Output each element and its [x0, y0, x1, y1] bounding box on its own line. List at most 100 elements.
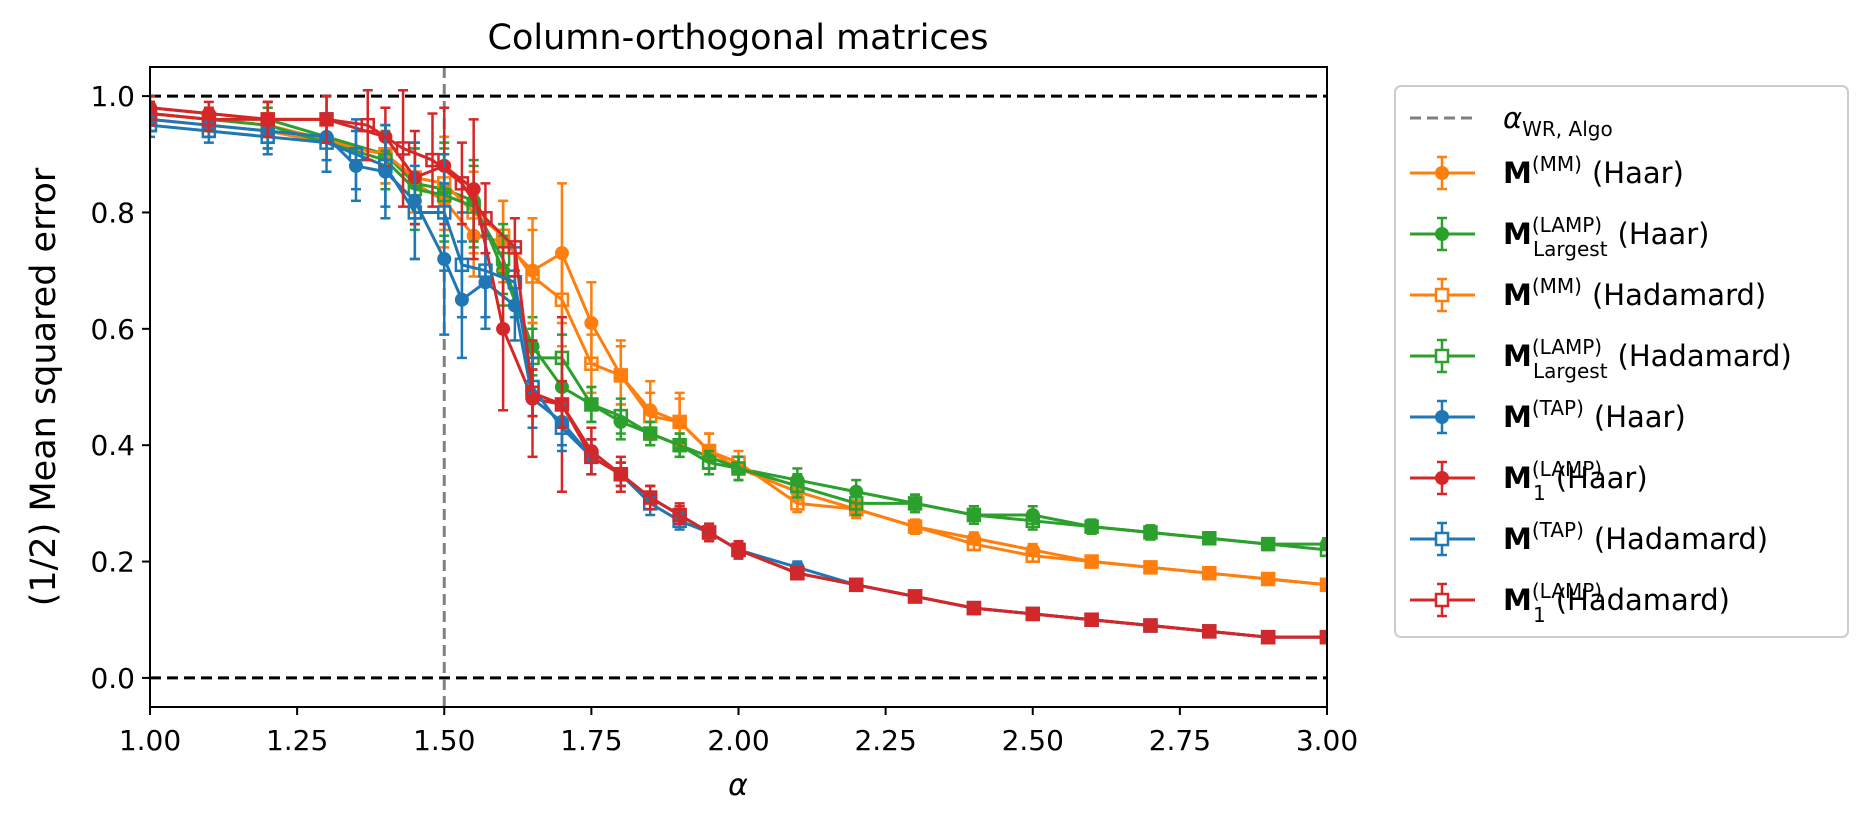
y-axis-label: (1/2) Mean squared error — [24, 167, 64, 606]
legend-label-subscript: 1 — [1533, 481, 1546, 505]
legend-label-main: M — [1503, 400, 1532, 434]
data-point — [907, 496, 923, 511]
legend-label-main: M — [1503, 583, 1532, 617]
x-tick-label: 1.00 — [119, 724, 181, 757]
data-point — [348, 147, 364, 162]
x-axis: 1.00 1.25 1.50 1.75 2.00 2.25 2.50 2.75 3.00 — [119, 707, 1358, 757]
data-point — [613, 368, 629, 383]
data-point — [1260, 629, 1276, 645]
data-point — [1260, 536, 1276, 552]
data-point — [966, 600, 982, 616]
legend-label-subscript: 1 — [1533, 603, 1546, 627]
data-point — [1260, 571, 1276, 587]
legend-swatch-marker — [1434, 531, 1450, 547]
data-point — [437, 205, 452, 220]
data-point — [478, 263, 493, 278]
legend-label-suffix: (Hadamard) — [1556, 583, 1730, 617]
legend-label-main: M — [1503, 339, 1532, 373]
data-point — [731, 461, 746, 476]
data-point — [672, 507, 687, 523]
legend-label-main: M — [1503, 522, 1532, 556]
data-point — [731, 542, 746, 558]
data-point — [613, 408, 629, 424]
y-tick-label: 0.8 — [90, 196, 135, 229]
legend-label-superscript: (MM) — [1532, 274, 1582, 298]
data-point — [150, 117, 158, 133]
legend-label: M(MM) (Hadamard) — [1503, 274, 1766, 312]
x-tick-label: 2.00 — [707, 724, 769, 757]
legend-label-main: α — [1503, 101, 1522, 135]
data-point — [454, 257, 470, 273]
y-tick-label: 1.0 — [90, 80, 135, 113]
data-point — [554, 397, 570, 412]
legend-box — [1394, 85, 1849, 638]
legend-label-suffix: (Hadamard) — [1618, 339, 1792, 373]
legend-label-main: M — [1503, 278, 1532, 312]
data-point — [507, 240, 523, 255]
data-point — [1202, 565, 1217, 581]
series-line — [150, 117, 1327, 587]
data-point — [584, 316, 599, 330]
data-point — [613, 467, 629, 482]
data-point — [425, 152, 440, 168]
data-point — [466, 182, 481, 197]
data-point — [454, 176, 470, 191]
data-point — [1143, 525, 1158, 540]
data-point — [848, 577, 864, 593]
legend-label-superscript: (LAMP) — [1532, 335, 1602, 359]
legend-swatch-marker — [1435, 471, 1449, 485]
data-point — [1084, 519, 1099, 534]
legend-label-superscript: (LAMP) — [1532, 579, 1602, 603]
legend-label-suffix: (Haar) — [1592, 156, 1684, 190]
data-point — [525, 269, 540, 284]
legend-label: M(MM) (Haar) — [1503, 152, 1684, 190]
data-point — [1025, 513, 1040, 529]
x-tick-label: 1.25 — [266, 724, 328, 757]
legend-label-main: M — [1503, 217, 1532, 251]
data-point — [907, 589, 923, 604]
legend-label-suffix: (Hadamard) — [1594, 522, 1768, 556]
legend-label: M(LAMP) Largest (Hadamard) — [1503, 335, 1792, 383]
legend-label-superscript: (LAMP) — [1532, 457, 1602, 481]
legend-swatch-marker — [1435, 166, 1449, 180]
series-line — [150, 112, 1327, 552]
legend-label-suffix: (Haar) — [1556, 461, 1648, 495]
x-tick-label: 1.50 — [413, 724, 475, 757]
data-point — [525, 385, 540, 401]
data-point — [642, 426, 658, 441]
data-point — [1319, 577, 1327, 593]
legend-label-superscript: (TAP) — [1532, 396, 1584, 420]
data-point — [848, 496, 864, 511]
data-point — [1202, 624, 1217, 639]
data-point — [966, 536, 982, 552]
data-point — [584, 397, 599, 412]
data-point — [584, 356, 599, 371]
data-point — [260, 112, 275, 127]
y-tick-label: 0.2 — [90, 546, 135, 579]
data-point — [378, 158, 393, 174]
legend-label-superscript: (LAMP) — [1532, 213, 1602, 237]
data-point — [1319, 629, 1327, 645]
series-2 — [150, 106, 1327, 593]
y-tick-label: 0.6 — [90, 313, 135, 346]
x-tick-label: 2.75 — [1149, 724, 1211, 757]
x-tick-label: 3.00 — [1296, 724, 1358, 757]
series-7 — [150, 89, 1327, 645]
legend-swatch-marker — [1434, 287, 1450, 303]
data-point — [319, 112, 334, 127]
legend-label: M(LAMP) Largest (Haar) — [1503, 213, 1709, 261]
data-point — [672, 437, 687, 453]
y-tick-label: 0.0 — [90, 662, 135, 695]
series-1 — [150, 94, 1327, 552]
legend-swatch-marker — [1434, 592, 1450, 608]
x-tick-label: 2.50 — [1002, 724, 1064, 757]
series-line — [150, 112, 1327, 639]
series-0 — [150, 100, 1327, 592]
data-point — [1319, 542, 1327, 558]
legend-label-suffix: (Haar) — [1594, 400, 1686, 434]
x-tick-label: 2.25 — [854, 724, 916, 757]
data-point — [672, 414, 687, 430]
data-point — [701, 525, 717, 540]
legend-label-suffix: (Hadamard) — [1592, 278, 1766, 312]
legend-swatch-marker — [1434, 348, 1450, 364]
